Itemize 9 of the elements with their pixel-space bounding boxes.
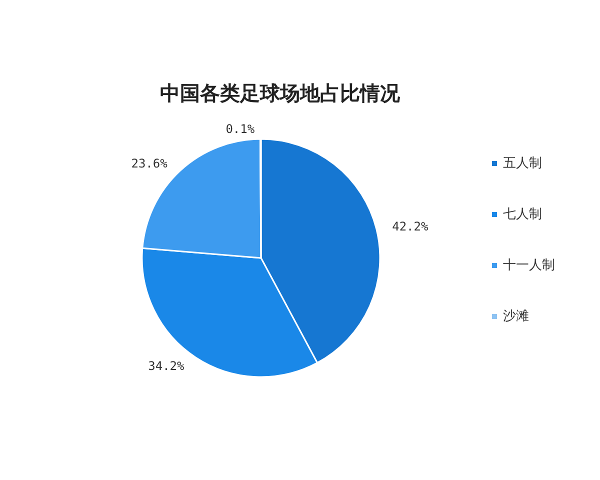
data-label: 23.6%: [131, 156, 168, 170]
legend-label: 五人制: [503, 156, 542, 171]
legend-label: 沙滩: [503, 309, 529, 324]
chart-title: 中国各类足球场地占比情况: [160, 81, 401, 105]
legend-label: 七人制: [503, 207, 542, 222]
legend-label: 十一人制: [503, 258, 555, 273]
data-label: 34.2%: [148, 358, 186, 373]
data-label: 42.2%: [392, 220, 430, 234]
data-label: 0.1%: [226, 122, 256, 136]
